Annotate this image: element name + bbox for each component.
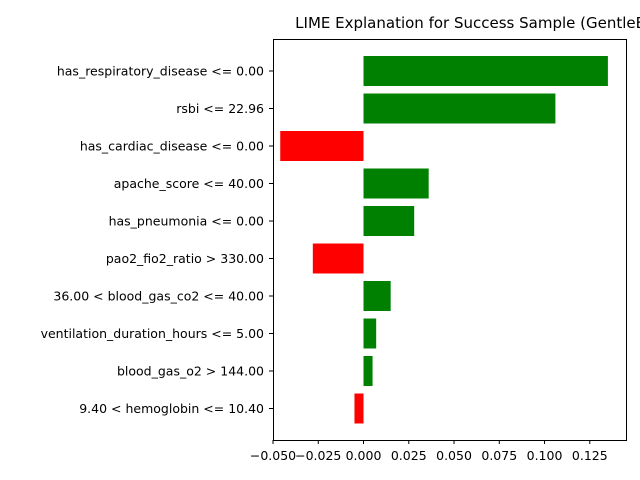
x-tick-label: −0.050	[250, 448, 296, 463]
bar-1	[363, 93, 556, 124]
y-tick-label: has_respiratory_disease <= 0.00	[57, 64, 264, 79]
x-tick-label: −0.025	[295, 448, 341, 463]
x-tick-label: 0.125	[572, 448, 608, 463]
x-tick-label: 0.075	[481, 448, 517, 463]
y-tick-label: 36.00 < blood_gas_co2 <= 40.00	[53, 289, 264, 304]
x-tick-label: 0.050	[436, 448, 472, 463]
bar-0	[363, 56, 608, 86]
y-tick-label: has_pneumonia <= 0.00	[109, 214, 264, 229]
x-tick-label: 0.025	[391, 448, 427, 463]
bar-9	[354, 393, 364, 424]
bars-group	[280, 56, 608, 424]
y-tick-label: has_cardiac_disease <= 0.00	[80, 139, 264, 154]
y-axis-ticks: has_respiratory_disease <= 0.00 rsbi <= 2…	[41, 64, 273, 416]
plot-frame	[273, 39, 627, 441]
bar-4	[363, 206, 415, 236]
bar-3	[363, 168, 429, 199]
bar-8	[363, 356, 373, 386]
y-tick-label: apache_score <= 40.00	[114, 176, 264, 191]
bar-5	[312, 243, 364, 274]
bar-2	[280, 131, 364, 161]
x-tick-label: 0.000	[346, 448, 382, 463]
bar-6	[363, 281, 391, 311]
y-tick-label: pao2_fio2_ratio > 330.00	[106, 251, 264, 266]
chart-title: LIME Explanation for Success Sample (Gen…	[295, 14, 640, 32]
y-tick-label: rsbi <= 22.96	[176, 101, 264, 116]
y-tick-label: blood_gas_o2 > 144.00	[117, 364, 264, 379]
x-axis-ticks: −0.050−0.025 0.000 0.025 0.050 0.075 0.100 0.1…	[250, 440, 608, 463]
y-tick-label: 9.40 < hemoglobin <= 10.40	[79, 401, 264, 416]
y-tick-label: ventilation_duration_hours <= 5.00	[41, 326, 264, 341]
x-tick-label: 0.100	[527, 448, 563, 463]
bar-7	[363, 318, 377, 349]
